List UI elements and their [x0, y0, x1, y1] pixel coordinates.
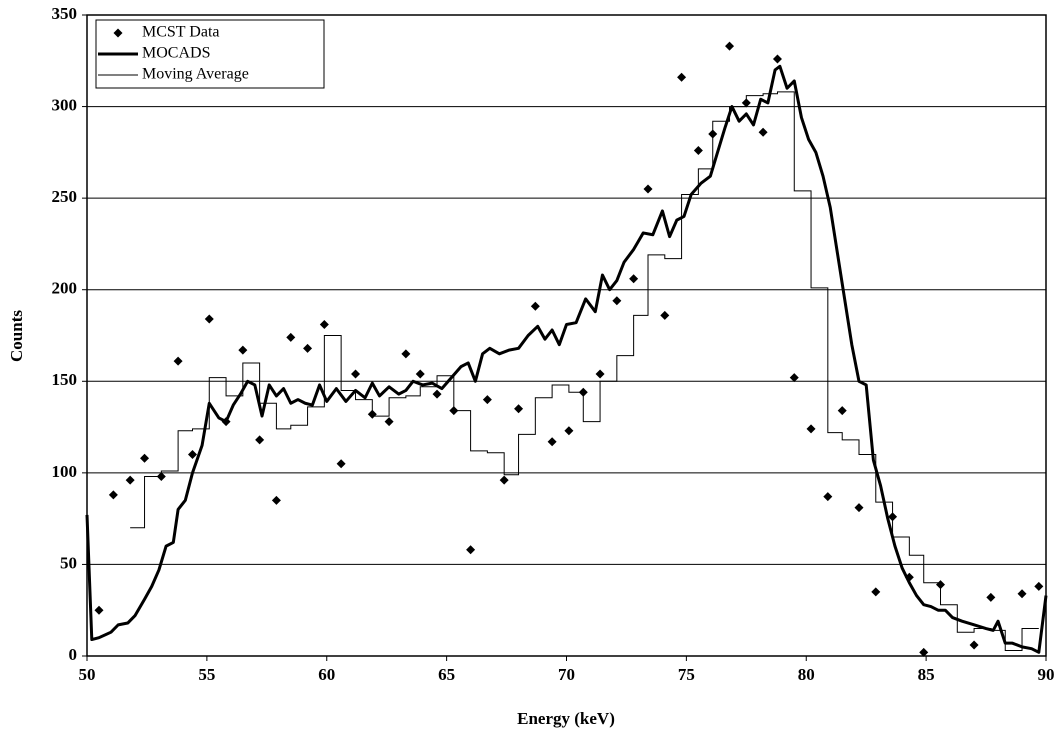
data-point	[482, 395, 492, 405]
step-line	[130, 91, 1039, 652]
data-point	[499, 475, 509, 485]
x-tick-label: 50	[79, 665, 96, 684]
data-point	[595, 369, 605, 379]
data-point	[415, 369, 425, 379]
data-point	[758, 127, 768, 137]
data-point	[271, 495, 281, 505]
legend: MCST Data MOCADS Moving Average	[95, 19, 325, 89]
data-point	[255, 435, 265, 445]
data-point	[401, 349, 411, 359]
data-point	[187, 450, 197, 460]
data-point	[238, 345, 248, 355]
y-tick-label: 300	[52, 95, 78, 114]
data-point	[693, 146, 703, 156]
x-tick-label: 85	[918, 665, 935, 684]
data-point	[286, 332, 296, 342]
legend-label: Moving Average	[142, 66, 249, 83]
data-point	[547, 437, 557, 447]
x-tick-label: 65	[438, 665, 455, 684]
legend-label: MOCADS	[142, 45, 210, 62]
data-point	[432, 389, 442, 399]
y-tick-label: 200	[52, 279, 78, 298]
data-point	[125, 475, 135, 485]
data-point	[204, 314, 214, 324]
data-point	[94, 605, 104, 615]
legend-symbol	[113, 28, 123, 38]
data-point	[969, 640, 979, 650]
x-tick-label: 80	[798, 665, 815, 684]
x-tick-label: 60	[318, 665, 335, 684]
data-point	[677, 72, 687, 82]
data-point	[806, 424, 816, 434]
data-point	[303, 343, 313, 353]
x-tick-label: 70	[558, 665, 575, 684]
data-point	[108, 490, 118, 500]
y-tick-label: 50	[60, 553, 77, 572]
data-point	[514, 404, 524, 414]
data-point	[854, 503, 864, 513]
data-point	[1017, 589, 1027, 599]
y-tick-label: 250	[52, 187, 78, 206]
y-tick-label: 150	[52, 370, 78, 389]
data-point	[986, 592, 996, 602]
y-tick-label: 350	[52, 4, 78, 23]
data-point	[564, 426, 574, 436]
data-point	[612, 296, 622, 306]
data-point	[336, 459, 346, 469]
data-point	[871, 587, 881, 597]
data-point	[384, 417, 394, 427]
data-point	[660, 310, 670, 320]
y-tick-label: 100	[52, 462, 78, 481]
y-tick-label: 0	[69, 645, 78, 664]
data-point	[772, 54, 782, 64]
data-point	[319, 320, 329, 330]
data-point	[530, 301, 540, 311]
data-point	[643, 184, 653, 194]
x-axis-title: Energy (keV)	[517, 709, 615, 728]
data-point	[837, 406, 847, 416]
data-point	[351, 369, 361, 379]
data-point	[140, 453, 150, 463]
data-point	[789, 373, 799, 383]
data-point	[823, 492, 833, 502]
data-point	[629, 274, 639, 284]
y-axis-title: Counts	[7, 310, 26, 362]
data-point	[466, 545, 476, 555]
legend-label: MCST Data	[142, 24, 219, 41]
x-tick-label: 90	[1038, 665, 1055, 684]
data-point	[725, 41, 735, 51]
data-point	[919, 647, 929, 657]
data-point	[1034, 581, 1044, 591]
x-tick-label: 75	[678, 665, 695, 684]
data-point	[173, 356, 183, 366]
x-tick-label: 55	[198, 665, 215, 684]
plot-frame	[86, 14, 1047, 657]
